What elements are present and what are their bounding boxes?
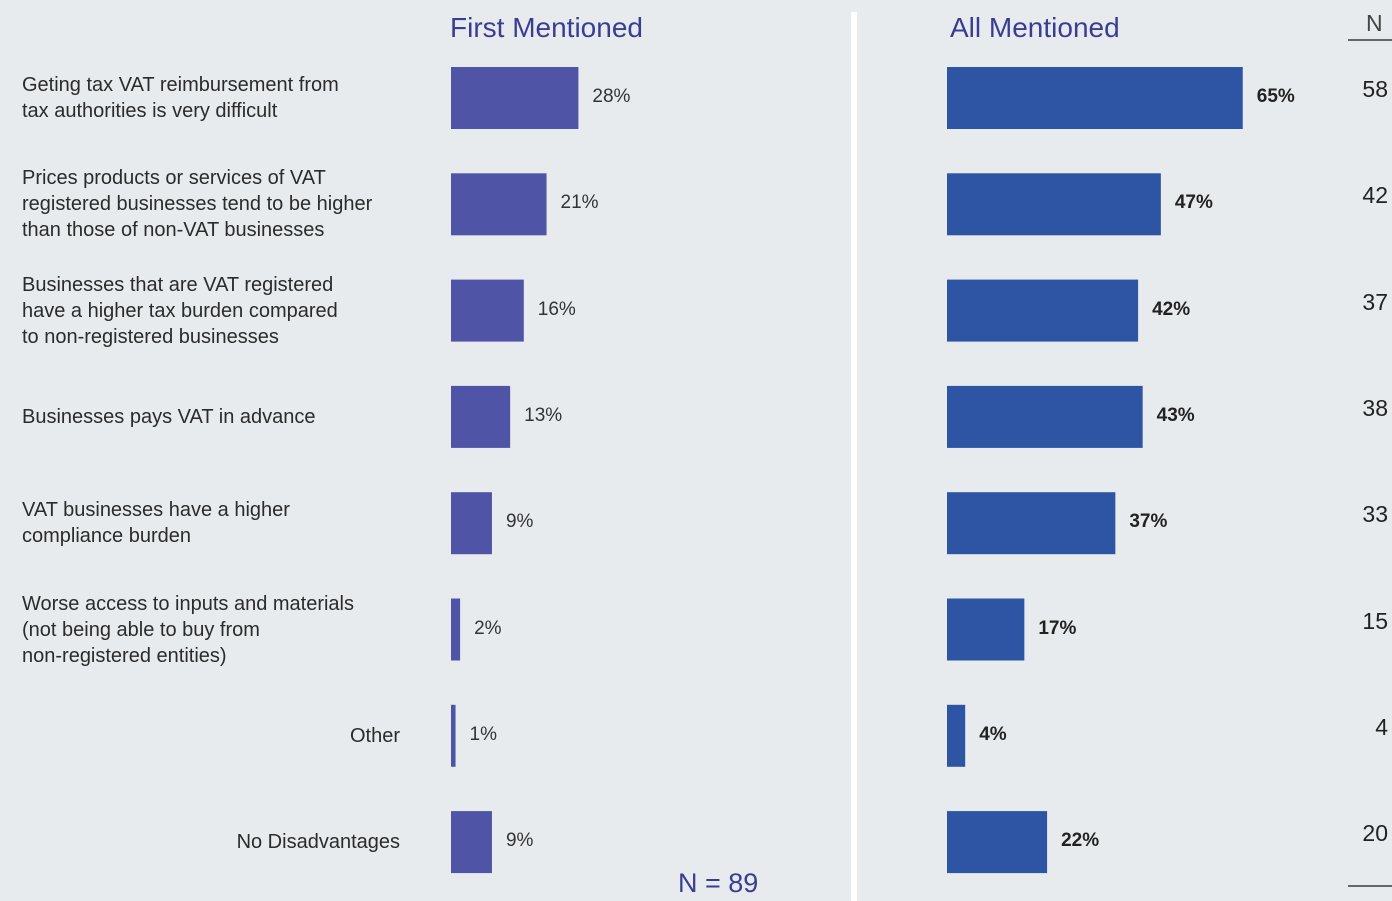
- category-label: Prices products or services of VAT regis…: [22, 167, 373, 242]
- divider: [851, 12, 857, 901]
- bar: [947, 279, 1139, 342]
- bar: [451, 173, 547, 236]
- bar: [451, 704, 456, 767]
- value-label: 47%: [1174, 192, 1213, 214]
- n-header: N: [1366, 10, 1383, 36]
- bar: [947, 385, 1143, 448]
- category-label: VAT businesses have a higher compliance …: [22, 499, 290, 548]
- n-value: 37: [1362, 288, 1388, 315]
- category-label: Geting tax VAT reimbursement from tax au…: [22, 74, 339, 122]
- value-label: 4%: [979, 723, 1007, 745]
- bar: [947, 173, 1161, 236]
- category-label: No Disadvantages: [236, 831, 400, 854]
- n-value: 42: [1362, 182, 1388, 209]
- bar: [451, 598, 461, 661]
- value-label: 42%: [1152, 298, 1191, 320]
- category-label: Worse access to inputs and materials (no…: [22, 592, 355, 667]
- bar: [451, 492, 492, 555]
- bar: [947, 492, 1116, 555]
- value-label: 17%: [1038, 617, 1077, 639]
- bar: [451, 385, 511, 448]
- value-label: 16%: [537, 298, 576, 320]
- n-value: 33: [1362, 501, 1388, 528]
- bar: [947, 811, 1048, 874]
- bar: [947, 704, 966, 767]
- n-value: 4: [1375, 713, 1388, 740]
- bar: [451, 279, 524, 342]
- value-label: 43%: [1156, 404, 1195, 426]
- n-value: 38: [1362, 394, 1388, 421]
- n-value: 20: [1362, 820, 1388, 847]
- value-label: 2%: [474, 617, 502, 639]
- panel-title: First Mentioned: [450, 12, 643, 43]
- sample-note: N = 89: [678, 868, 759, 898]
- value-label: 1%: [469, 723, 498, 745]
- bar: [451, 811, 492, 874]
- value-label: 13%: [524, 404, 563, 426]
- value-label: 65%: [1256, 86, 1295, 107]
- bar: [947, 598, 1025, 661]
- panel-title: All Mentioned: [950, 12, 1120, 43]
- value-label: 22%: [1061, 830, 1100, 852]
- bar: [451, 67, 579, 129]
- category-label: Businesses pays VAT in advance: [22, 405, 316, 428]
- category-label: Businesses that are VAT registered have …: [22, 273, 338, 348]
- value-label: 21%: [560, 192, 599, 214]
- n-value: 58: [1362, 76, 1388, 102]
- bar: [947, 67, 1243, 129]
- value-label: 28%: [592, 86, 631, 107]
- category-label: Other: [349, 724, 400, 747]
- value-label: 37%: [1129, 511, 1168, 533]
- n-value: 15: [1362, 607, 1388, 634]
- value-label: 9%: [505, 830, 534, 852]
- value-label: 9%: [505, 511, 534, 533]
